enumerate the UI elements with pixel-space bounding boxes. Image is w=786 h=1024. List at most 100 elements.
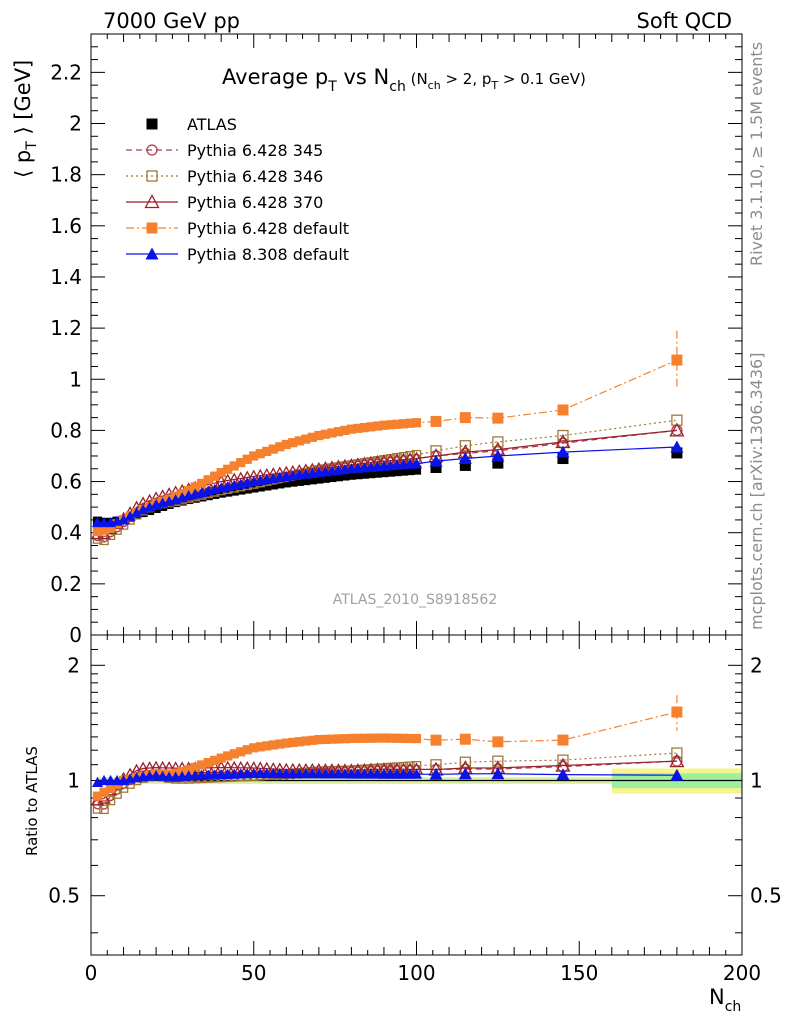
legend-entry-1: Pythia 6.428 345: [126, 141, 323, 160]
point-marker: [346, 424, 356, 434]
series-line: [97, 419, 677, 542]
point-marker: [301, 475, 311, 486]
x-tick-label: 150: [560, 961, 598, 985]
point-marker: [146, 144, 158, 156]
point-marker: [281, 439, 291, 450]
point-marker: [411, 465, 422, 475]
point-marker: [430, 461, 442, 473]
ratio-tick-label: 0.5: [48, 884, 80, 908]
point-marker: [320, 429, 330, 439]
point-marker: [379, 420, 389, 430]
point-marker: [398, 466, 409, 476]
point-marker: [320, 734, 330, 745]
y-tick-label: 0.6: [50, 470, 82, 494]
point-marker: [398, 419, 409, 429]
point-marker: [327, 472, 337, 483]
point-marker: [255, 742, 265, 752]
point-marker: [671, 747, 683, 759]
rivet-label: Rivet 3.1.10, ≥ 1.5M events: [747, 42, 766, 266]
point-marker: [229, 486, 239, 496]
point-marker: [430, 415, 442, 427]
point-marker: [190, 482, 200, 492]
ratio-tick-label-right: 1: [750, 769, 763, 793]
point-marker: [99, 804, 109, 815]
point-marker: [557, 429, 569, 442]
point-marker: [242, 454, 252, 464]
point-marker: [366, 469, 376, 479]
point-marker: [359, 469, 370, 479]
legend-entry-5: Pythia 8.308 default: [126, 245, 349, 264]
legend-entry-2: Pythia 6.428 346: [126, 167, 323, 186]
x-tick-label: 200: [723, 961, 761, 985]
point-marker: [405, 733, 415, 744]
point-marker: [459, 459, 471, 471]
point-marker: [223, 464, 233, 474]
point-marker: [359, 422, 370, 433]
point-marker: [294, 737, 304, 747]
point-marker: [99, 525, 109, 535]
y-tick-label: 0.2: [50, 572, 82, 596]
point-marker: [333, 427, 343, 437]
plot-title: Average pT vs Nch (Nch > 2, pT > 0.1 GeV…: [222, 65, 586, 95]
point-marker: [307, 475, 317, 485]
point-marker: [392, 733, 402, 743]
point-marker: [236, 747, 246, 757]
point-marker: [197, 760, 207, 770]
ratio-tick-label-right: 2: [750, 653, 763, 677]
point-marker: [379, 733, 389, 743]
legend-entry-0: ATLAS: [146, 115, 237, 134]
point-marker: [372, 468, 383, 478]
point-marker: [670, 440, 684, 453]
point-marker: [146, 222, 158, 234]
point-marker: [288, 737, 298, 748]
y-axis-label: ⟨ pT ⟩ [GeV]: [11, 60, 40, 178]
point-marker: [249, 743, 259, 753]
y-tick-label: 1: [69, 367, 82, 391]
series-1: [92, 424, 683, 810]
point-marker: [314, 430, 324, 441]
x-tick-label: 50: [241, 961, 266, 985]
point-marker: [275, 479, 285, 489]
point-marker: [242, 745, 252, 755]
point-marker: [137, 504, 149, 515]
point-marker: [184, 765, 194, 775]
point-marker: [353, 470, 363, 480]
point-marker: [268, 444, 278, 454]
point-marker: [268, 740, 278, 750]
point-marker: [294, 476, 304, 486]
point-marker: [281, 738, 291, 748]
point-marker: [340, 425, 350, 436]
series-4: [92, 330, 683, 801]
point-marker: [346, 733, 356, 744]
point-marker: [210, 755, 220, 765]
point-marker: [492, 755, 504, 767]
point-marker: [459, 440, 471, 452]
point-marker: [366, 422, 376, 432]
point-marker: [353, 423, 363, 433]
point-marker: [392, 466, 402, 477]
x-axis-label: Nch: [709, 985, 741, 1015]
point-marker: [281, 478, 291, 488]
point-marker: [557, 734, 569, 746]
legend-label: Pythia 8.308 default: [187, 245, 349, 264]
legend: ATLAS Pythia 6.428 345 Pythia 6.428 346 Pyt…: [126, 115, 349, 264]
ratio-axis-label: Ratio to ATLAS: [23, 746, 41, 856]
header-right: Soft QCD: [637, 9, 732, 33]
point-marker: [229, 749, 239, 759]
point-marker: [314, 474, 324, 484]
series-line: [97, 429, 677, 539]
mcplots-label: mcplots.cern.ch [arXiv:1306.3436]: [747, 353, 766, 630]
point-marker: [144, 194, 160, 209]
point-marker: [556, 768, 570, 781]
point-marker: [223, 751, 233, 761]
point-marker: [411, 733, 422, 744]
point-marker: [556, 445, 570, 458]
point-marker: [557, 453, 569, 465]
point-marker: [124, 510, 136, 521]
point-marker: [346, 470, 356, 480]
point-marker: [340, 471, 350, 481]
y-tick-label: 0.8: [50, 418, 82, 442]
point-marker: [410, 458, 423, 469]
point-marker: [210, 489, 220, 499]
